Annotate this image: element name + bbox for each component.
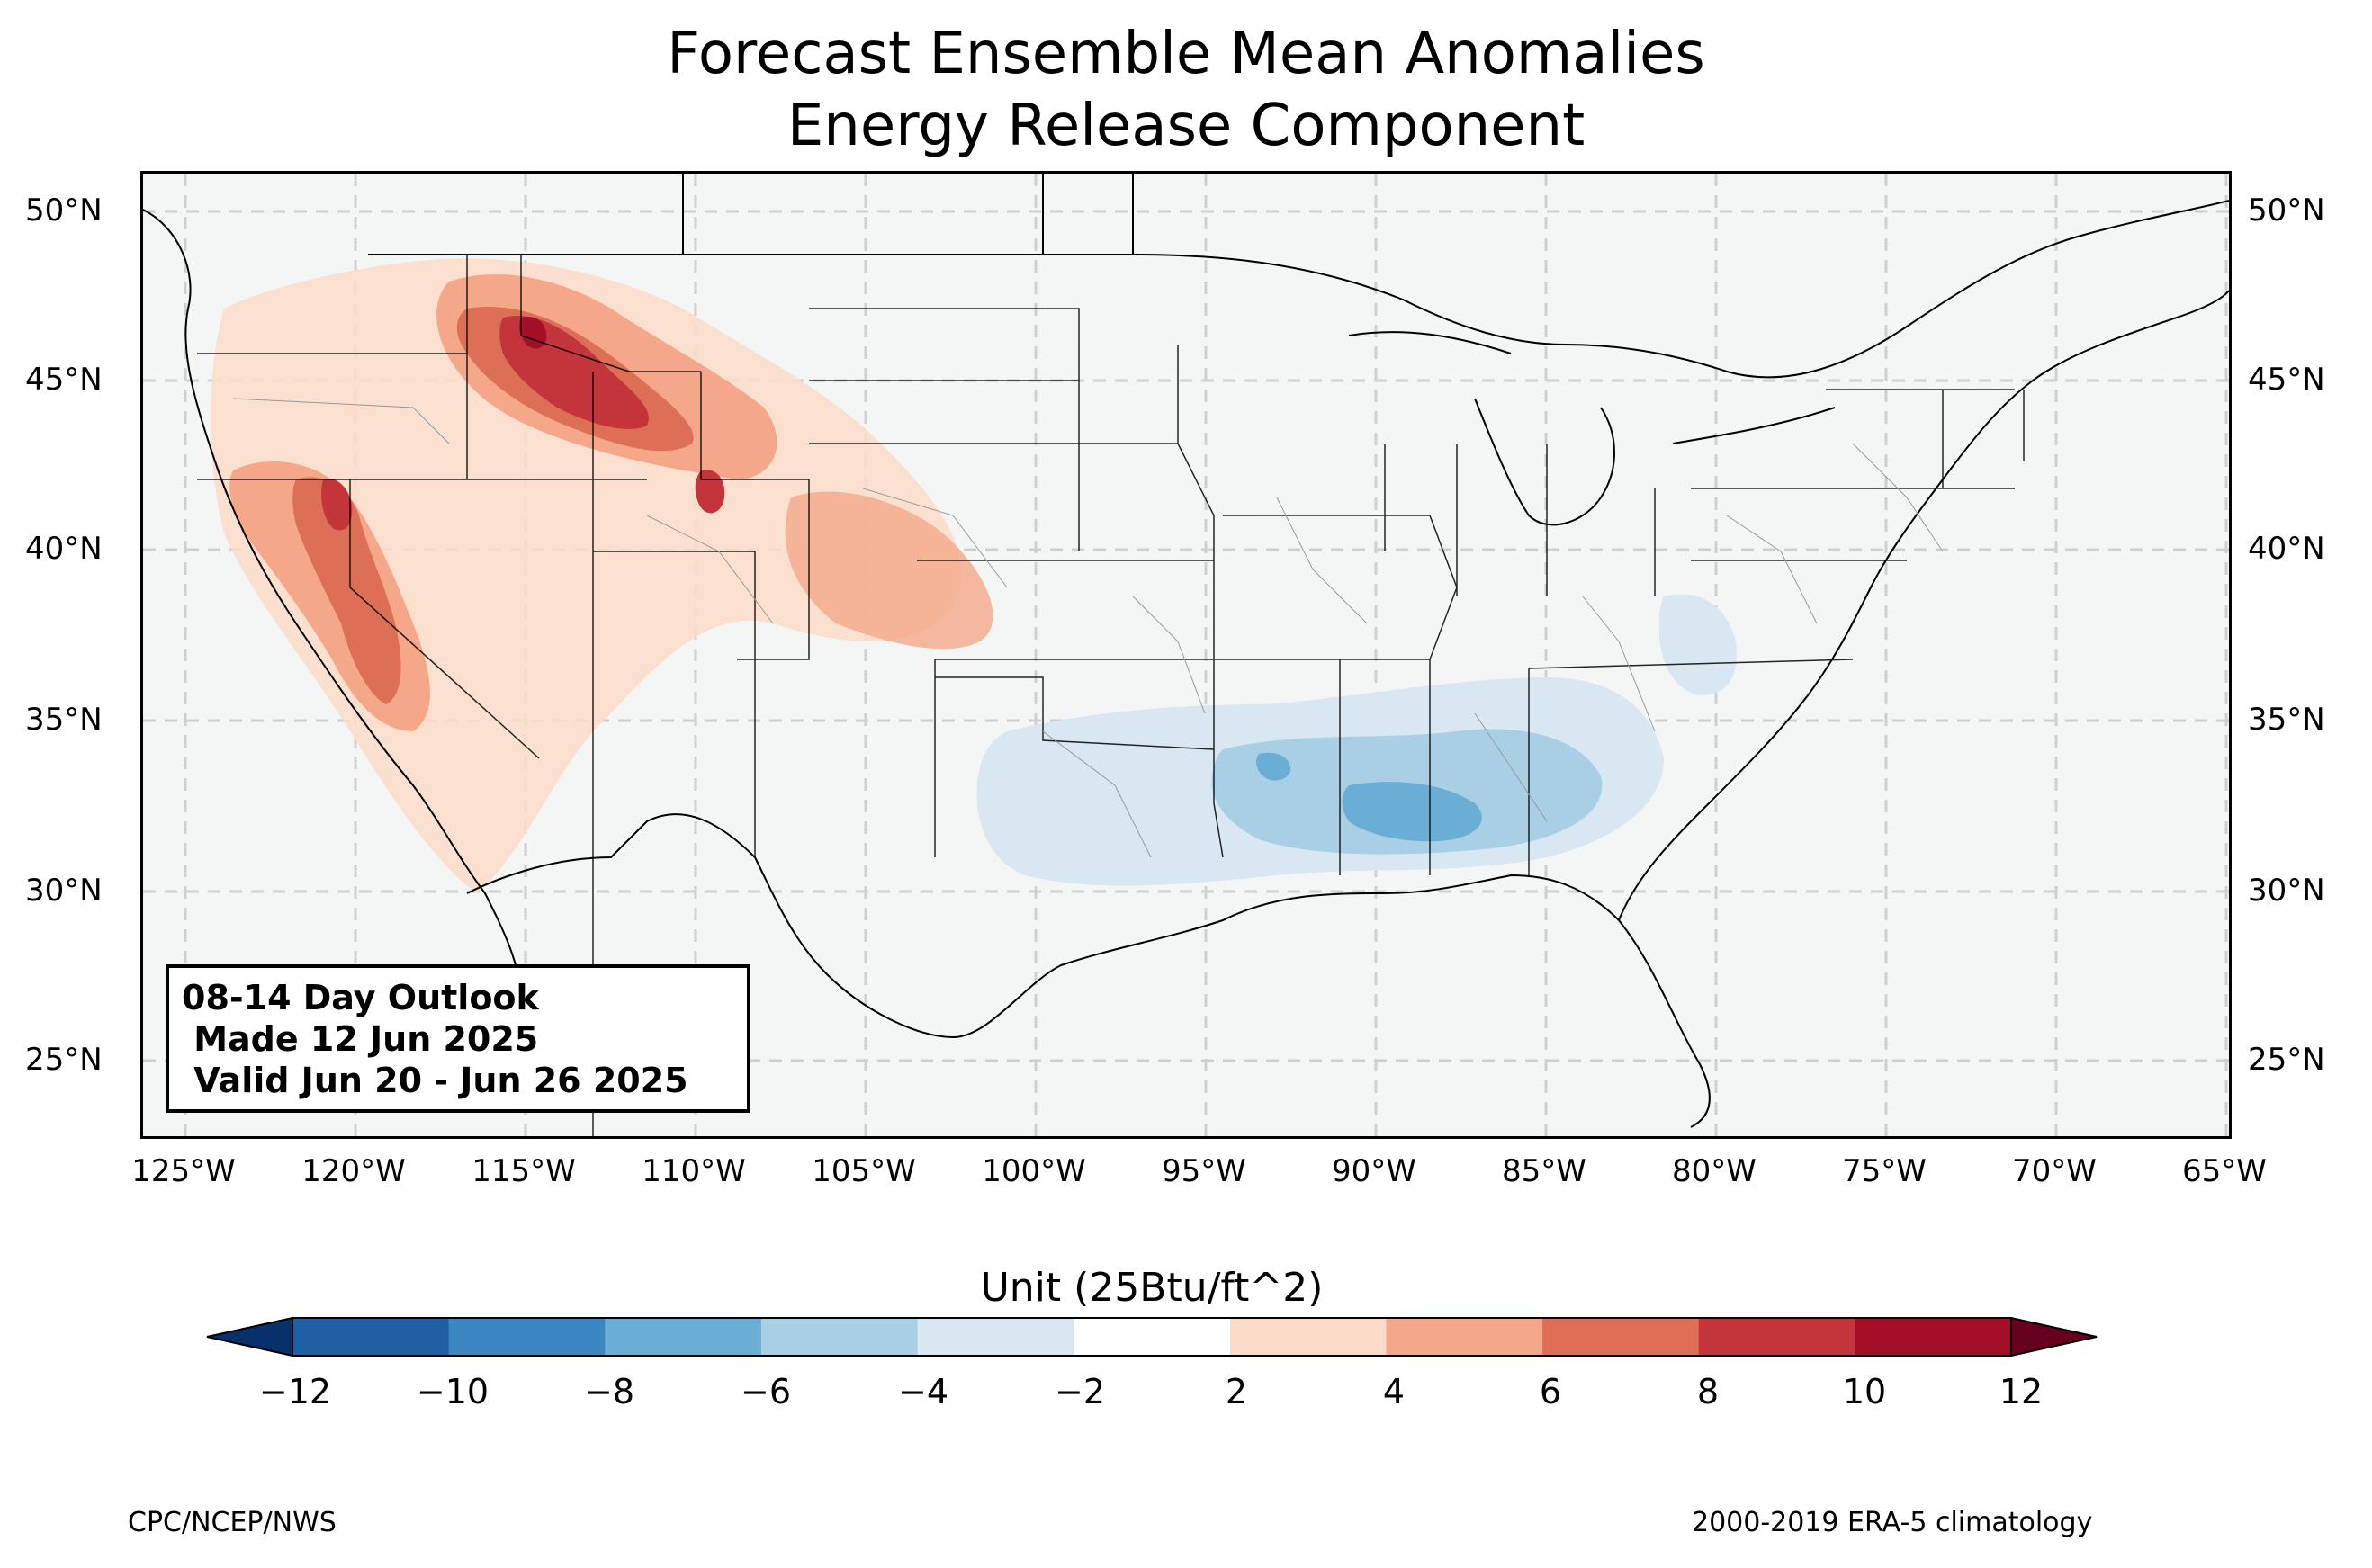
outlook-info-box: 08-14 Day Outlook Made 12 Jun 2025 Valid… [166,964,750,1113]
colorbar-tick-2: 2 [1225,1372,1248,1411]
lon-label-120w: 120°W [301,1153,406,1189]
colorbar-extend-low [206,1316,293,1357]
lat-label-50-right: 50°N [2248,193,2325,228]
chart-title: Forecast Ensemble Mean Anomalies Energy … [0,18,2372,162]
title-line-2: Energy Release Component [786,93,1586,159]
outlook-valid-range: Valid Jun 20 - Jun 26 2025 [182,1061,688,1100]
lon-label-110w: 110°W [642,1153,746,1189]
lon-label-75w: 75°W [1842,1153,1927,1189]
colorbar-segment [605,1318,762,1356]
colorbar-tick-8: 8 [1696,1372,1720,1411]
colorbar-tick-10: 10 [1842,1372,1887,1411]
colorbar-segment [760,1318,919,1356]
colorbar-segment [1542,1318,1700,1356]
footer-climatology: 2000-2019 ERA-5 climatology [1692,1507,2093,1538]
outlook-made-date: Made 12 Jun 2025 [182,1019,539,1059]
lon-label-115w: 115°W [472,1153,576,1189]
colorbar-segment [1074,1318,1231,1356]
lat-label-50-left: 50°N [25,193,103,228]
colorbar [206,1316,2098,1357]
lon-label-85w: 85°W [1502,1153,1586,1189]
lat-label-40-right: 40°N [2248,531,2325,567]
colorbar-segment [917,1318,1074,1356]
lon-label-125w: 125°W [131,1153,236,1189]
colorbar-tick-n10: −10 [416,1372,490,1411]
colorbar-tick-n6: −6 [740,1372,792,1411]
colorbar-tick-12: 12 [1999,1372,2044,1411]
colorbar-segment [1229,1318,1387,1356]
lon-label-70w: 70°W [2012,1153,2097,1189]
lat-label-35-right: 35°N [2248,702,2325,738]
lon-label-90w: 90°W [1332,1153,1416,1189]
lat-label-25-left: 25°N [25,1042,103,1078]
colorbar-label: Unit (25Btu/ft^2) [980,1265,1324,1311]
lon-label-80w: 80°W [1672,1153,1757,1189]
lon-label-105w: 105°W [812,1153,916,1189]
lat-label-45-right: 45°N [2248,362,2325,398]
lat-label-30-left: 30°N [25,873,103,909]
outlook-period: 08-14 Day Outlook [182,978,539,1017]
county-lines [232,398,1944,858]
colorbar-tick-n12: −12 [258,1372,332,1411]
lat-label-40-left: 40°N [25,531,103,567]
colorbar-tick-n2: −2 [1054,1372,1106,1411]
lat-label-25-right: 25°N [2248,1042,2325,1078]
colorbar-tick-n4: −4 [897,1372,949,1411]
lat-label-45-left: 45°N [25,362,103,398]
negative-anomaly-shading [976,594,1737,886]
colorbar-tick-6: 6 [1539,1372,1562,1411]
colorbar-segment [1855,1318,2012,1356]
lon-label-65w: 65°W [2182,1153,2267,1189]
lon-label-100w: 100°W [982,1153,1086,1189]
colorbar-segment [448,1318,606,1356]
lon-label-95w: 95°W [1162,1153,1246,1189]
colorbar-segment [1698,1318,1855,1356]
footer-source: CPC/NCEP/NWS [128,1507,337,1538]
colorbar-tick-n8: −8 [583,1372,635,1411]
lat-label-35-left: 35°N [25,702,103,738]
colorbar-segment [1386,1318,1543,1356]
colorbar-extend-high [2010,1316,2098,1357]
colorbar-segment [292,1318,450,1356]
colorbar-tick-4: 4 [1382,1372,1406,1411]
map-svg [143,174,2229,1136]
lat-label-30-right: 30°N [2248,873,2325,909]
title-line-1: Forecast Ensemble Mean Anomalies [667,21,1705,87]
colorbar-outline [292,1317,2012,1357]
